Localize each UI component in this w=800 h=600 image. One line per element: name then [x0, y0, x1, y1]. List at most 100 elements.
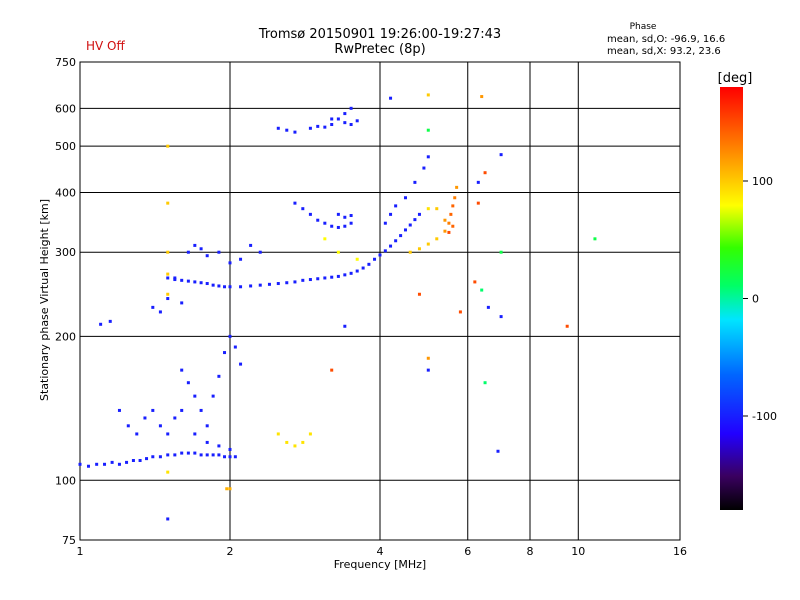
echo-point	[355, 269, 359, 273]
echo-point	[228, 261, 232, 265]
echo-point	[186, 250, 190, 254]
colorbar-ticks: 100 0 -100	[743, 175, 777, 423]
echo-point	[447, 221, 451, 225]
echo-point	[426, 368, 430, 372]
y-tick-label: 600	[55, 102, 76, 115]
echo-point	[285, 128, 289, 132]
echo-point	[95, 462, 99, 466]
echo-point	[443, 229, 447, 233]
echo-point	[343, 121, 347, 125]
echo-point	[323, 221, 327, 225]
phase-title: Phase	[630, 22, 657, 32]
y-axis-ticks: 75 100 200 300 400 500 600 750	[55, 56, 76, 547]
echo-point	[435, 237, 439, 241]
colorbar-tick-label: 0	[752, 293, 759, 306]
echo-point	[205, 282, 209, 286]
echo-point	[239, 285, 243, 289]
echo-point	[476, 201, 480, 205]
echo-point	[336, 212, 340, 216]
echo-point	[413, 218, 417, 222]
echo-point	[151, 455, 155, 459]
echo-point	[125, 460, 129, 464]
echo-point	[228, 447, 232, 451]
echo-point	[233, 345, 237, 349]
echo-point	[117, 408, 121, 412]
echo-point	[205, 254, 209, 258]
echo-point	[186, 451, 190, 455]
echo-point	[426, 207, 430, 211]
echo-point	[180, 408, 184, 412]
echo-point	[158, 424, 162, 428]
echo-point	[205, 424, 209, 428]
echo-point	[480, 95, 484, 99]
echo-point	[211, 283, 215, 287]
echo-point	[349, 221, 353, 225]
echo-point	[108, 319, 112, 323]
echo-point	[166, 276, 170, 280]
echo-point	[451, 224, 455, 228]
echo-point	[417, 292, 421, 296]
colorbar-unit: [deg]	[718, 71, 753, 86]
x-axis-ticks: 1 2 4 6 8 10 16	[77, 545, 688, 558]
echo-point	[173, 416, 177, 420]
echo-point	[249, 284, 253, 288]
echo-point	[383, 249, 387, 253]
echo-point	[228, 334, 232, 338]
x-tick-label: 6	[464, 545, 471, 558]
x-tick-label: 1	[77, 545, 84, 558]
y-tick-label: 500	[55, 140, 76, 153]
colorbar	[720, 87, 743, 510]
echo-point	[166, 432, 170, 436]
echo-point	[349, 271, 353, 275]
echo-point	[330, 224, 334, 228]
echo-point	[336, 274, 340, 278]
echo-point	[426, 242, 430, 246]
echo-point	[499, 315, 503, 319]
echo-point	[233, 455, 237, 459]
colorbar-tick-label: 100	[752, 175, 773, 188]
echo-point	[211, 453, 215, 457]
echo-point	[323, 237, 327, 241]
echo-point	[166, 201, 170, 205]
echo-point	[223, 351, 227, 355]
echo-point	[394, 204, 398, 208]
echo-point	[301, 440, 305, 444]
echo-point	[343, 215, 347, 219]
y-tick-label: 300	[55, 246, 76, 259]
echo-point	[199, 408, 203, 412]
echo-point	[378, 253, 382, 257]
phase-stats-x: mean, sd,X: 93.2, 23.6	[607, 46, 721, 57]
echo-point	[193, 451, 197, 455]
echo-point	[483, 381, 487, 385]
echo-point	[258, 250, 262, 254]
echo-point	[426, 93, 430, 97]
echo-point	[417, 212, 421, 216]
y-axis-label: Stationary phase Virtual Height [km]	[38, 199, 51, 401]
x-axis-label: Frequency [MHz]	[334, 558, 426, 571]
echo-point	[173, 278, 177, 282]
echo-point	[199, 281, 203, 285]
echo-point	[180, 278, 184, 282]
echo-point	[173, 276, 177, 280]
echo-point	[180, 451, 184, 455]
echo-point	[316, 277, 320, 281]
echo-point	[143, 416, 147, 420]
echo-point	[276, 282, 280, 286]
echo-point	[138, 458, 142, 462]
echo-point	[199, 247, 203, 251]
echo-point	[499, 250, 503, 254]
echo-point	[330, 123, 334, 127]
echo-point	[394, 239, 398, 243]
y-tick-label: 100	[55, 474, 76, 487]
echo-point	[389, 96, 393, 100]
grid-lines	[80, 62, 680, 540]
echo-point	[499, 153, 503, 157]
echo-point	[458, 310, 462, 314]
echo-point	[443, 218, 447, 222]
echo-point	[389, 212, 393, 216]
echo-point	[486, 305, 490, 309]
x-tick-label: 2	[227, 545, 234, 558]
echo-point	[483, 171, 487, 175]
echo-point	[336, 117, 340, 121]
